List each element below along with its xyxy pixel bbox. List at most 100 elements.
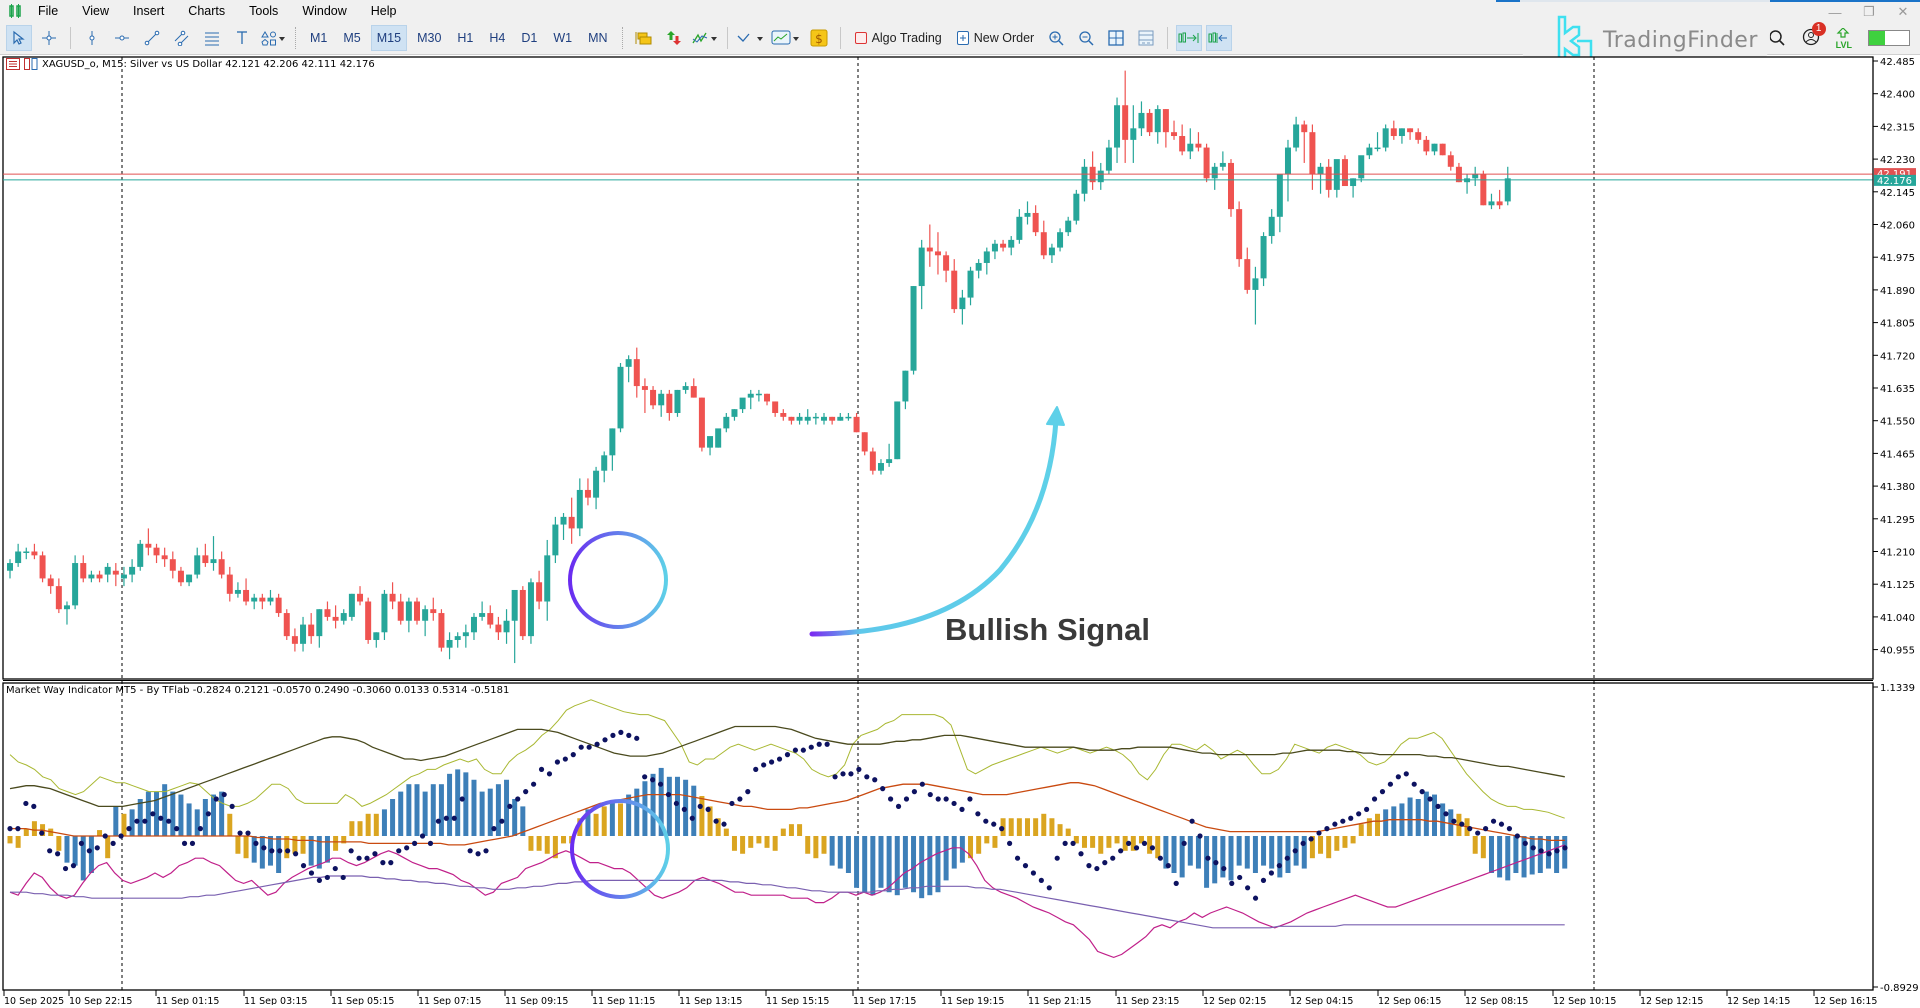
chart-window: 42.485 42.400 42.315 42.230 42.145 42.060 41.9… — [0, 55, 1920, 1007]
timeframe-d1[interactable]: D1 — [521, 31, 538, 45]
price-chart-frame — [2, 56, 1874, 680]
timeframe-mn[interactable]: MN — [588, 31, 608, 45]
svg-text:42.485: 42.485 — [1880, 57, 1915, 68]
menu-charts[interactable]: Charts — [188, 4, 226, 18]
tile-windows-button[interactable] — [1103, 25, 1129, 51]
toolbar-separator — [621, 27, 623, 49]
svg-text:12 Sep 02:15: 12 Sep 02:15 — [1203, 996, 1266, 1005]
search-icon[interactable] — [1768, 29, 1786, 47]
menu-tools[interactable]: Tools — [249, 4, 279, 18]
timeframe-m5[interactable]: M5 — [343, 31, 361, 45]
trade-signals-button[interactable] — [661, 25, 687, 51]
indicators-button[interactable] — [691, 25, 719, 51]
chart-header: XAGUSD_o, M15: Silver vs US Dollar 42.12… — [6, 58, 375, 70]
market-button[interactable]: $ — [806, 25, 832, 51]
shapes-tool-button[interactable] — [259, 25, 287, 51]
chart-shift-button[interactable] — [1206, 25, 1233, 51]
fibonacci-tool-button[interactable] — [199, 25, 225, 51]
menu-help[interactable]: Help — [370, 4, 397, 18]
chart-canvas[interactable]: 42.485 42.400 42.315 42.230 42.145 42.060 41.9… — [0, 55, 1920, 1007]
notifications-button[interactable]: 1 — [1802, 21, 1826, 49]
svg-text:42.145: 42.145 — [1880, 188, 1915, 199]
indicator-scale-min: -0.8929 — [1880, 983, 1919, 994]
vertical-line-icon — [89, 31, 95, 45]
svg-text:11 Sep 23:15: 11 Sep 23:15 — [1116, 996, 1179, 1005]
chart-type-button[interactable] — [736, 25, 766, 51]
svg-text:41.805: 41.805 — [1880, 319, 1915, 330]
svg-text:41.720: 41.720 — [1880, 351, 1915, 362]
text-tool-button[interactable] — [229, 25, 255, 51]
app-icon — [4, 0, 26, 22]
svg-text:11 Sep 17:15: 11 Sep 17:15 — [853, 996, 916, 1005]
arrow-head-icon — [1046, 406, 1065, 426]
channel-tool-button[interactable] — [169, 25, 195, 51]
autoscroll-button[interactable] — [1176, 25, 1203, 51]
svg-text:12 Sep 16:15: 12 Sep 16:15 — [1814, 996, 1877, 1005]
svg-text:41.040: 41.040 — [1880, 613, 1915, 624]
svg-text:41.295: 41.295 — [1880, 515, 1915, 526]
level-indicator[interactable]: LVL — [1836, 26, 1852, 50]
restore-icon[interactable]: ❐ — [1863, 4, 1875, 19]
trendline-tool-button[interactable] — [139, 25, 165, 51]
svg-text:41.380: 41.380 — [1880, 482, 1915, 493]
svg-text:11 Sep 19:15: 11 Sep 19:15 — [941, 996, 1004, 1005]
timeframe-h4[interactable]: H4 — [489, 31, 506, 45]
zoom-out-button[interactable] — [1073, 25, 1099, 51]
toolbar-separator — [70, 27, 71, 49]
menu-file[interactable]: File — [38, 4, 59, 18]
svg-text:41.465: 41.465 — [1880, 449, 1915, 460]
timeframe-m30[interactable]: M30 — [417, 31, 442, 45]
chart-shift-icon — [1208, 32, 1228, 43]
indicator-icon — [692, 32, 717, 44]
close-icon[interactable]: ✕ — [1897, 4, 1909, 19]
one-click-trading-icon[interactable] — [24, 58, 38, 70]
signal-highlight-circle — [568, 531, 668, 629]
svg-text:42.176: 42.176 — [1877, 176, 1912, 187]
profiles-button[interactable] — [631, 25, 657, 51]
templates-button[interactable] — [770, 25, 802, 51]
chart-properties-button[interactable] — [1133, 25, 1159, 51]
svg-text:42.230: 42.230 — [1880, 155, 1915, 166]
svg-text:41.975: 41.975 — [1880, 253, 1915, 264]
timeframe-h1[interactable]: H1 — [457, 31, 474, 45]
cursor-tool-button[interactable] — [6, 25, 32, 51]
timeframe-m15[interactable]: M15 — [370, 25, 408, 51]
bullish-arrow — [809, 417, 1059, 637]
minimize-icon[interactable]: — — [1828, 4, 1842, 20]
toolbar-separator — [839, 27, 841, 49]
autoscroll-icon — [1178, 32, 1199, 43]
menu-window[interactable]: Window — [302, 4, 347, 18]
svg-text:11 Sep 07:15: 11 Sep 07:15 — [418, 996, 481, 1005]
toolbar-separator — [726, 27, 728, 49]
price-axis: 42.485 42.400 42.315 42.230 42.145 42.060 41.9… — [1872, 57, 1916, 679]
svg-text:40.955: 40.955 — [1880, 646, 1915, 657]
text-icon — [237, 31, 247, 44]
toolbar-separator — [1167, 27, 1169, 49]
time-axis: 10 Sep 2025 10 Sep 22:15 11 Sep 01:15 11 Se… — [3, 990, 1877, 1007]
zoom-in-icon — [1049, 31, 1064, 46]
zoom-in-button[interactable] — [1043, 25, 1069, 51]
svg-text:11 Sep 21:15: 11 Sep 21:15 — [1028, 996, 1091, 1005]
new-order-button[interactable]: New Order — [951, 25, 1039, 51]
algo-trading-button[interactable]: Algo Trading — [849, 25, 947, 51]
menu-view[interactable]: View — [82, 4, 110, 18]
timeframe-m1[interactable]: M1 — [310, 31, 328, 45]
grid-icon — [1108, 30, 1124, 46]
svg-text:42.315: 42.315 — [1880, 122, 1915, 133]
svg-text:11 Sep 13:15: 11 Sep 13:15 — [679, 996, 742, 1005]
vertical-line-tool-button[interactable] — [79, 25, 105, 51]
toolbar-separator — [295, 27, 296, 49]
svg-text:42.400: 42.400 — [1880, 90, 1915, 101]
svg-text:12 Sep 12:15: 12 Sep 12:15 — [1640, 996, 1703, 1005]
horizontal-line-tool-button[interactable] — [109, 25, 135, 51]
level-up-icon — [1836, 26, 1850, 38]
properties-icon — [1138, 30, 1154, 46]
indicator-scale-max: 1.1339 — [1880, 683, 1915, 694]
svg-text:41.125: 41.125 — [1880, 580, 1915, 591]
svg-text:11 Sep 09:15: 11 Sep 09:15 — [505, 996, 568, 1005]
timeframe-w1[interactable]: W1 — [553, 31, 573, 45]
crosshair-tool-button[interactable] — [36, 25, 62, 51]
chart-list-icon[interactable] — [6, 58, 20, 70]
svg-text:$: $ — [815, 32, 823, 46]
menu-insert[interactable]: Insert — [133, 4, 165, 18]
